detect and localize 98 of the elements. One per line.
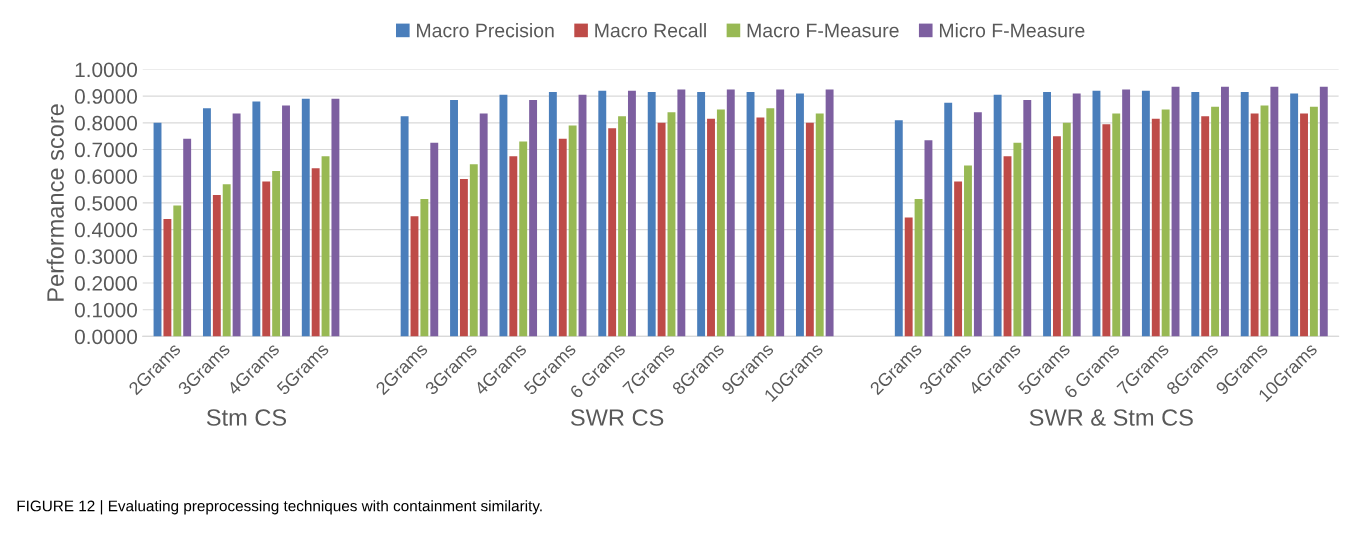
bar <box>1072 93 1081 337</box>
caption: FIGURE 12 | Evaluating preprocessing techniques with containment similarity. <box>17 500 542 515</box>
bar <box>519 141 528 337</box>
bar <box>529 100 538 337</box>
bar <box>657 122 666 337</box>
bar <box>677 89 686 337</box>
bar <box>924 140 933 337</box>
bar <box>400 116 409 337</box>
bar <box>272 170 281 337</box>
bar <box>627 90 636 337</box>
bar <box>163 218 172 337</box>
bar <box>311 168 320 337</box>
bar <box>1062 122 1071 337</box>
bar <box>1300 113 1308 337</box>
bar <box>756 117 765 337</box>
y-tick-label: 1.0000 <box>75 62 138 78</box>
bar <box>1201 116 1210 337</box>
bar <box>1013 142 1022 337</box>
bar <box>202 108 211 337</box>
y-tick-label: 0.2000 <box>74 276 138 291</box>
bar <box>183 138 192 337</box>
bar <box>1270 86 1279 337</box>
bar <box>815 113 824 337</box>
bar <box>479 113 488 337</box>
y-tick-label: 0.6000 <box>74 169 138 184</box>
bar <box>904 217 913 337</box>
bar <box>608 128 617 337</box>
y-tick-label: 0.7000 <box>74 142 138 158</box>
text: SWR CS <box>570 409 664 426</box>
legend-label: Macro Recall <box>595 23 706 38</box>
bar <box>568 125 577 337</box>
bar <box>1023 100 1032 337</box>
bar <box>469 164 478 337</box>
bar <box>1122 89 1131 337</box>
bar <box>707 118 715 337</box>
bar <box>1309 106 1318 337</box>
bar <box>558 138 567 337</box>
legend-label: Macro F-Measure <box>747 23 899 38</box>
y-tick-label: 0.5000 <box>74 195 138 211</box>
legend-label: Macro Precision <box>417 23 554 38</box>
bar <box>954 181 963 337</box>
y-tick-label: 0.0000 <box>74 329 138 345</box>
bar <box>1141 90 1150 337</box>
y-axis-title: Performance score <box>46 104 64 301</box>
y-tick-label: 0.4000 <box>74 222 138 238</box>
text: SWR & Stm CS <box>1029 409 1193 426</box>
bar <box>697 92 706 337</box>
bar <box>647 92 656 337</box>
bar <box>1043 92 1051 337</box>
bar <box>1151 118 1160 337</box>
bar <box>964 165 972 337</box>
bar <box>766 108 775 337</box>
bar <box>450 100 458 337</box>
bar <box>212 194 221 337</box>
y-tick-label: 0.9000 <box>74 89 138 104</box>
bar <box>232 113 241 337</box>
bar <box>430 142 439 337</box>
bar <box>1161 109 1170 337</box>
bar <box>173 205 182 337</box>
y-tick-label: 0.8000 <box>74 115 138 131</box>
bar <box>509 156 518 337</box>
text: Stm CS <box>206 409 287 426</box>
bar <box>222 184 231 337</box>
bar <box>914 198 923 337</box>
bar <box>420 198 429 337</box>
y-tick-label: 0.1000 <box>74 302 138 318</box>
bar <box>1191 92 1200 337</box>
legend-label: Micro F-Measure <box>939 23 1085 38</box>
bar <box>716 109 725 337</box>
bar <box>252 101 261 337</box>
bar <box>262 181 271 337</box>
bar <box>993 94 1002 337</box>
bar <box>776 89 785 337</box>
bar <box>1221 86 1229 337</box>
bar <box>805 122 814 337</box>
bar <box>301 98 310 337</box>
bar <box>499 94 508 337</box>
y-tick-label: 0.3000 <box>74 249 138 265</box>
bar <box>618 116 626 337</box>
bar <box>796 93 804 337</box>
bar <box>282 105 290 337</box>
bar <box>459 178 468 337</box>
bar <box>1112 113 1121 337</box>
bar <box>894 120 903 337</box>
bar <box>1052 136 1061 337</box>
bar <box>1319 86 1328 337</box>
bar <box>944 102 953 337</box>
bar <box>1102 124 1111 337</box>
bar <box>1250 113 1259 337</box>
bar <box>331 98 340 337</box>
bar <box>1240 92 1249 337</box>
bar <box>825 89 834 337</box>
bar <box>548 92 557 337</box>
bar <box>1290 93 1299 337</box>
bar <box>726 89 735 337</box>
bar <box>973 112 982 337</box>
bar <box>598 90 607 337</box>
bar <box>1211 106 1220 337</box>
